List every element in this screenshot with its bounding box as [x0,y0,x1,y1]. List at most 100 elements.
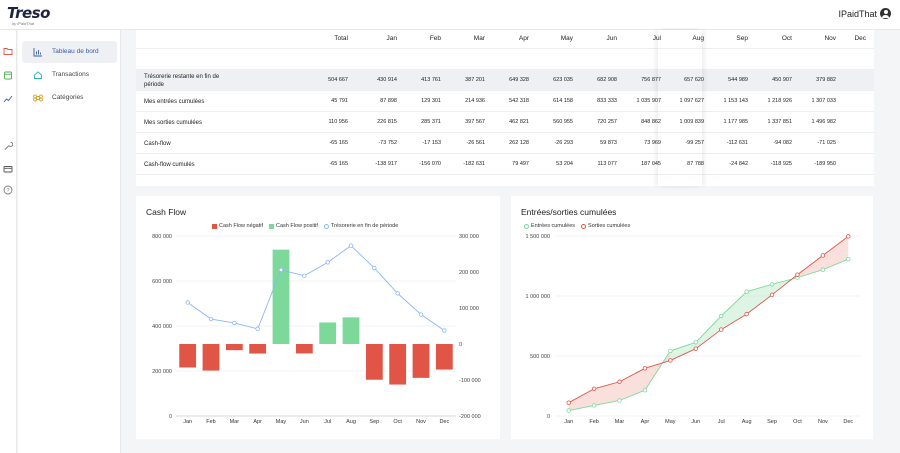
series-point [668,358,673,363]
column-header: Feb [429,35,441,42]
table-cell: 756 877 [641,77,661,83]
x-tick-label: Feb [206,419,215,425]
y-tick-label: 0 [547,414,550,420]
table-cell: 544 989 [728,77,748,83]
table-cell: -182 631 [463,161,485,167]
legend-item[interactable]: Cash Flow négatif [212,223,263,229]
table-cell: 413 761 [421,77,441,83]
x-tick-label: Mar [615,419,625,425]
series-point [846,256,851,262]
chart-title: Cash Flow [146,207,187,217]
series-point [744,311,749,317]
y-tick-label: 0 [169,414,172,420]
legend-item[interactable]: Cash Flow positif [269,223,318,229]
user-name[interactable]: IPaidThat [838,9,877,19]
chart-legend[interactable]: Cash Flow négatif Cash Flow positif Trésor… [212,223,398,229]
table-cell: -65 165 [329,161,348,167]
table-cell: 1 153 143 [723,98,748,104]
table-cell: 187 045 [641,161,661,167]
y2-tick-label: 0 [459,342,462,348]
table-cell: 214 936 [465,98,485,104]
user-avatar-icon[interactable] [880,8,891,19]
table-cell: 1 035 907 [636,98,661,104]
sidebar: Tableau de bord Transactions Catégories [18,30,121,453]
gap-area [721,291,747,330]
x-tick-label: May [665,419,676,425]
gap-area [797,255,823,278]
table-cell: 87 788 [687,161,704,167]
table-cell: 387 201 [465,77,485,83]
series-point [566,408,571,413]
negative-cash-flow-bar [249,344,267,354]
column-header: Nov [824,35,836,42]
treasury-point [302,273,307,279]
table-row: Cash-flow cumulés -65 165 -138 917 -156 070… [136,153,874,174]
legend-item[interactable]: Entrées cumulées [524,223,575,229]
help-icon[interactable]: ? [3,185,13,195]
legend-label: Cash Flow positif [276,223,318,229]
table-cell: -112 631 [726,140,748,146]
legend-item[interactable]: Trésorerie en fin de période [323,223,398,229]
command-icon [33,94,43,102]
table-cell: -26 561 [466,140,485,146]
x-tick-label: Jun [691,419,700,425]
chart-legend[interactable]: Entrées cumulées Sorties cumulées [524,223,630,229]
x-tick-label: Oct [393,419,402,425]
negative-cash-flow-bar [295,344,313,354]
column-header: Jul [652,35,661,42]
x-tick-label: Apr [253,419,262,425]
x-tick-label: May [276,419,287,425]
card-icon[interactable] [3,164,13,174]
table-cell: 53 204 [556,161,573,167]
gap-area [746,284,773,315]
sidebar-item-categories[interactable]: Catégories [22,87,117,109]
table-cell: 73 969 [644,140,661,146]
legend-swatch [269,223,275,229]
treasury-point [348,243,354,248]
table-cell: -17 153 [422,140,441,146]
negative-cash-flow-bar [365,344,383,380]
x-tick-label: Aug [742,419,752,425]
table-cell: 542 318 [509,98,529,104]
y2-tick-label: -200 000 [459,414,481,420]
column-header: Jun [606,35,617,42]
x-tick-label: Jul [718,419,725,425]
calendar-icon[interactable] [3,70,13,80]
table-cell: 848 862 [641,119,661,125]
table-cell: 623 035 [553,77,573,83]
table-cell: 657 620 [684,77,704,83]
x-tick-label: Nov [818,419,828,425]
folder-icon[interactable] [3,46,13,56]
treasury-point [372,265,377,271]
x-tick-label: Oct [793,419,802,425]
table-cell: -189 950 [814,161,836,167]
column-header: Apr [518,35,529,42]
app-logo[interactable]: Treso [7,4,50,22]
trend-icon[interactable] [3,94,13,104]
legend-swatch [212,223,217,229]
gap-area [670,342,696,361]
series-point [795,272,800,277]
sidebar-item-dashboard[interactable]: Tableau de bord [22,41,117,63]
row-label: Trésorerie restante en fin de période [144,74,220,88]
table-cell: 504 667 [328,77,348,83]
x-tick-label: Jan [564,419,573,425]
table-cell: 1 009 839 [679,119,704,125]
legend-item[interactable]: Sorties cumulées [581,223,630,229]
table-cell: 79 497 [512,161,529,167]
y2-tick-label: 100 000 [459,306,479,312]
svg-text:?: ? [6,188,9,194]
table-cell: 720 257 [597,119,617,125]
column-header: Oct [781,35,792,42]
table-cell: 1 097 627 [679,98,704,104]
treasury-point [418,312,424,317]
series-point [668,348,673,354]
sidebar-item-transactions[interactable]: Transactions [22,64,117,86]
table-cell: 59 873 [600,140,617,146]
cash-flow-chart-card: Cash Flow Cash Flow négatif Cash Flow pos… [136,196,500,439]
wrench-icon[interactable] [3,141,13,151]
table-cell: -138 917 [375,161,397,167]
y-tick-label: 1 000 000 [526,294,550,300]
column-header: Jan [386,35,397,42]
treasury-line [187,245,445,331]
